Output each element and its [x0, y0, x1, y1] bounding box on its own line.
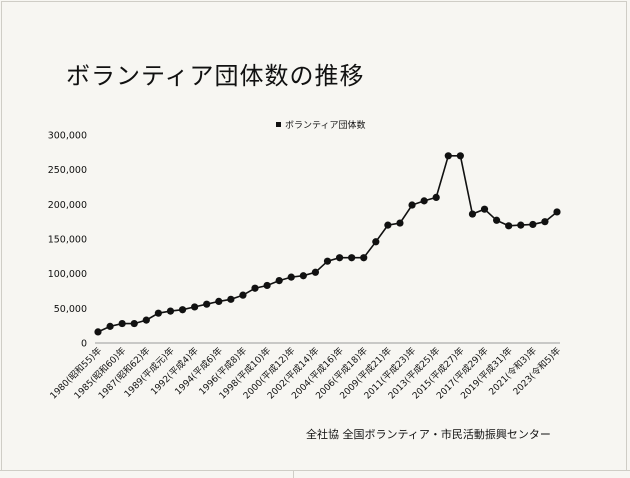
data-point — [480, 205, 489, 213]
data-point — [154, 309, 162, 317]
data-point — [432, 193, 440, 201]
data-point — [239, 291, 247, 299]
data-point — [348, 254, 356, 262]
legend-label: ボランティア団体数 — [285, 121, 366, 131]
data-point — [517, 221, 525, 229]
data-point — [360, 254, 368, 262]
data-point — [142, 316, 150, 324]
legend-marker — [276, 122, 281, 127]
data-point — [203, 300, 211, 308]
y-tick-label: 300,000 — [48, 131, 87, 142]
data-point — [408, 201, 416, 209]
data-point — [166, 307, 175, 315]
data-point — [263, 281, 271, 290]
data-point — [323, 257, 332, 265]
data-point — [505, 222, 513, 230]
data-point — [94, 328, 102, 336]
data-point — [191, 303, 199, 311]
source-credit: 全社協 全国ボランティア・市民活動振興センター — [306, 428, 551, 441]
chart-title: ボランティア団体数の推移 — [66, 62, 365, 90]
legend: ボランティア団体数 — [276, 118, 365, 131]
data-point — [215, 297, 223, 305]
data-point — [130, 319, 138, 328]
y-tick-label: 100,000 — [48, 269, 87, 280]
data-point — [384, 221, 392, 229]
y-tick-label: 200,000 — [48, 200, 87, 211]
data-point — [178, 306, 187, 314]
y-tick-label: 0 — [81, 339, 87, 350]
data-point — [251, 284, 259, 292]
y-tick-label: 50,000 — [54, 304, 87, 315]
bottom-divider-tick — [293, 470, 294, 478]
data-point — [311, 268, 320, 276]
bottom-divider — [0, 470, 630, 471]
data-point — [396, 219, 404, 227]
data-point — [106, 322, 114, 330]
data-point — [287, 273, 295, 281]
series-line — [97, 155, 558, 333]
data-point — [529, 220, 537, 229]
y-tick-label: 250,000 — [48, 165, 87, 176]
data-point — [493, 216, 501, 224]
data-point — [456, 152, 464, 160]
data-point — [541, 218, 549, 226]
data-point — [227, 295, 235, 303]
data-point — [372, 238, 380, 246]
data-point — [444, 152, 452, 160]
data-point — [468, 210, 477, 218]
data-point — [118, 319, 126, 328]
data-point — [335, 254, 344, 262]
data-point — [299, 272, 307, 280]
y-tick-label: 150,000 — [48, 235, 87, 246]
data-point — [553, 208, 561, 216]
data-point — [275, 277, 283, 285]
data-point — [420, 197, 428, 205]
